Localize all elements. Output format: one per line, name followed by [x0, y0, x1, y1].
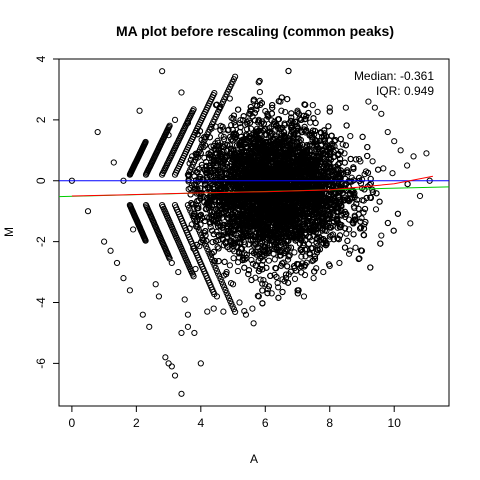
- data-point: [239, 117, 246, 124]
- data-point: [380, 165, 387, 172]
- data-point: [360, 232, 368, 239]
- data-point: [187, 191, 194, 198]
- data-point: [226, 262, 233, 269]
- data-point: [241, 308, 248, 315]
- data-point: [215, 258, 222, 265]
- data-point: [265, 113, 272, 120]
- data-point: [301, 271, 309, 279]
- data-point: [291, 275, 299, 282]
- data-point: [309, 102, 316, 109]
- data-point: [271, 256, 278, 263]
- data-point: [264, 286, 271, 293]
- data-point: [341, 150, 348, 157]
- data-point: [373, 190, 380, 197]
- data-point: [339, 141, 346, 148]
- data-point: [250, 320, 257, 327]
- data-point: [347, 247, 354, 254]
- data-point: [364, 169, 372, 176]
- data-point: [312, 140, 320, 147]
- data-point: [284, 96, 291, 103]
- data-point: [246, 119, 254, 126]
- data-point: [243, 118, 250, 125]
- data-point: [308, 237, 315, 244]
- data-point: [314, 108, 321, 116]
- data-point: [252, 262, 259, 269]
- data-point: [256, 89, 263, 96]
- data-point: [404, 181, 411, 188]
- data-point: [356, 255, 363, 262]
- data-point: [313, 265, 320, 272]
- data-point: [264, 290, 271, 297]
- data-point: [230, 230, 237, 237]
- data-point: [273, 273, 280, 281]
- data-point: [291, 249, 298, 256]
- data-point: [237, 117, 244, 124]
- data-point: [220, 126, 227, 133]
- data-point: [297, 247, 305, 254]
- data-point: [358, 215, 365, 222]
- data-point: [214, 243, 221, 250]
- data-point: [377, 240, 384, 247]
- data-point: [256, 127, 263, 134]
- data-point: [369, 189, 376, 196]
- data-point: [286, 252, 293, 259]
- data-point: [394, 210, 401, 217]
- chart-title: MA plot before rescaling (common peaks): [116, 23, 394, 39]
- data-point: [347, 133, 354, 140]
- data-point: [315, 146, 322, 153]
- data-point: [285, 256, 292, 263]
- plot-frame: [58, 58, 450, 407]
- data-point: [234, 267, 241, 275]
- data-point: [353, 200, 360, 207]
- data-point: [259, 266, 266, 273]
- data-point: [210, 231, 217, 238]
- data-point: [269, 102, 276, 109]
- data-point: [285, 67, 292, 75]
- data-point: [389, 170, 396, 177]
- data-point: [265, 257, 272, 264]
- data-point: [282, 109, 289, 116]
- data-point: [274, 279, 281, 287]
- data-point: [230, 255, 237, 262]
- data-point: [231, 119, 238, 126]
- data-point: [346, 226, 353, 233]
- data-point: [376, 198, 383, 205]
- points-layer: [68, 67, 433, 397]
- data-point: [282, 274, 290, 281]
- data-point: [230, 242, 237, 250]
- data-point: [372, 206, 380, 213]
- data-point: [369, 186, 376, 193]
- data-point: [248, 256, 255, 264]
- data-point: [369, 158, 376, 165]
- data-point: [364, 144, 371, 151]
- data-point: [361, 171, 368, 178]
- data-point: [255, 79, 262, 86]
